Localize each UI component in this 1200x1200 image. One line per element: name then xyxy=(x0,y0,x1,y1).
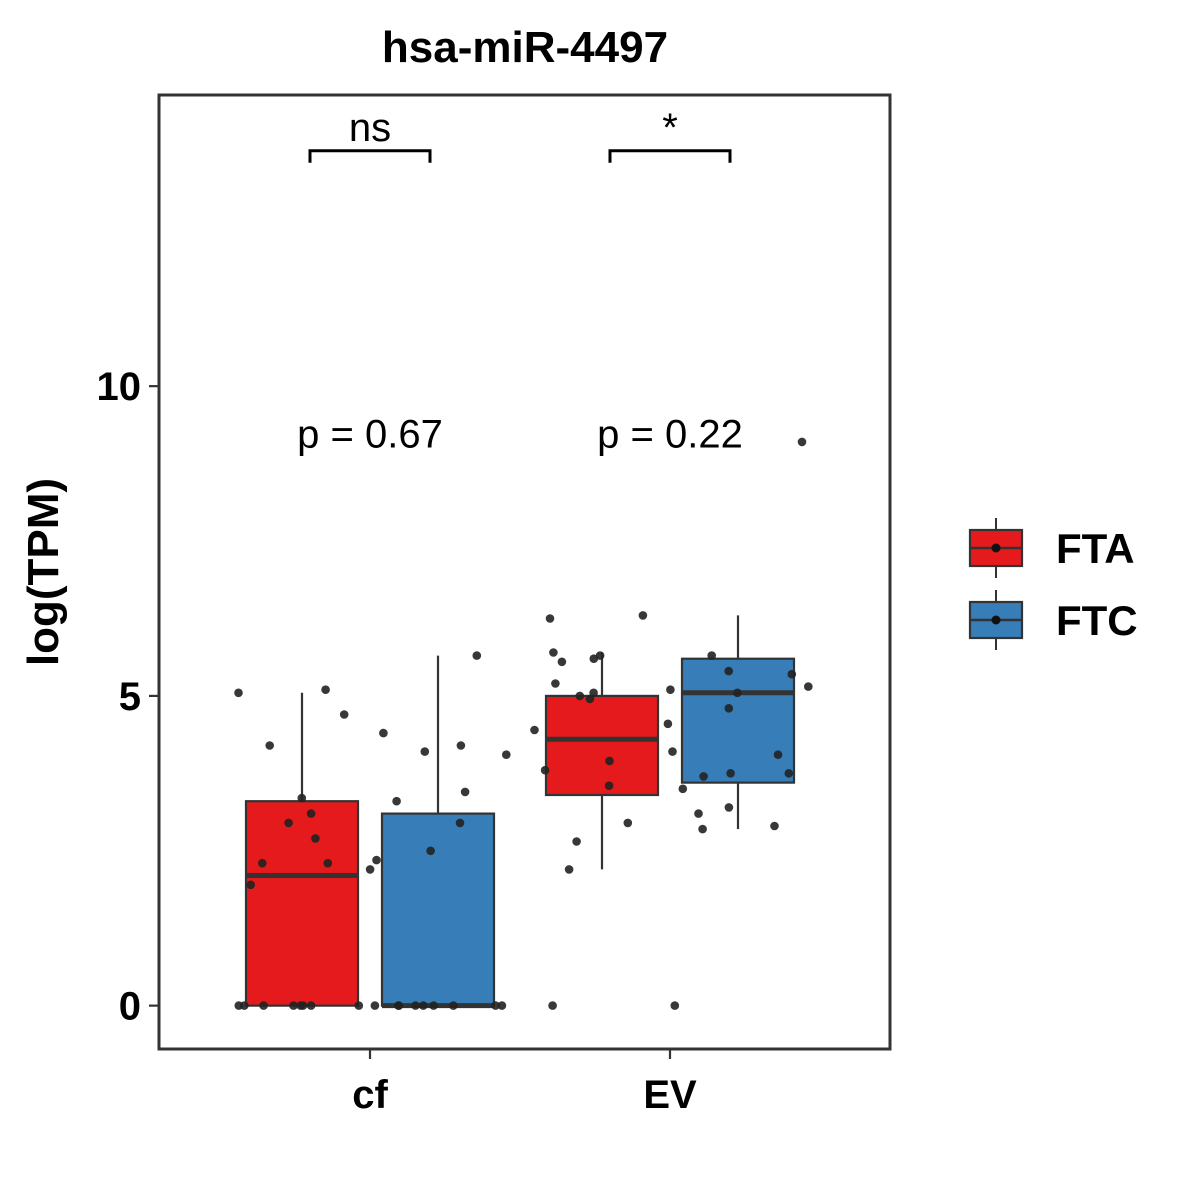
data-point xyxy=(564,865,574,874)
x-tick-label: EV xyxy=(643,1073,697,1117)
data-point xyxy=(429,1001,438,1010)
data-point xyxy=(589,688,598,698)
data-point xyxy=(392,796,401,806)
data-point xyxy=(339,710,349,719)
box-ftc-cf xyxy=(380,812,496,1007)
box-fta-ev xyxy=(544,694,660,797)
data-point xyxy=(678,784,688,794)
data-point xyxy=(575,691,585,701)
data-point xyxy=(604,781,614,790)
data-point xyxy=(420,747,430,756)
data-point xyxy=(557,657,567,667)
data-point xyxy=(638,611,648,620)
data-point xyxy=(419,1001,428,1010)
significance-bracket xyxy=(608,149,732,163)
y-tick-label: 5 xyxy=(119,675,141,719)
legend-label-ftc: FTC xyxy=(1056,597,1138,644)
data-point xyxy=(411,1001,420,1010)
data-point xyxy=(306,809,316,818)
p-value-label: p = 0.22 xyxy=(597,413,743,457)
y-tick-label: 0 xyxy=(119,985,141,1029)
data-point xyxy=(246,880,255,890)
data-point xyxy=(323,858,333,868)
box-ftc-ev xyxy=(680,657,796,784)
data-point xyxy=(297,793,307,803)
data-point xyxy=(259,1001,268,1010)
data-point xyxy=(572,837,581,846)
data-point xyxy=(321,685,330,694)
legend-label-fta: FTA xyxy=(1056,525,1135,572)
significance-label: * xyxy=(662,106,678,150)
data-point xyxy=(234,688,243,698)
data-point xyxy=(491,1001,500,1010)
data-point xyxy=(394,1001,403,1010)
data-point xyxy=(502,750,511,759)
data-point xyxy=(548,1001,557,1010)
data-point xyxy=(284,818,293,828)
data-point xyxy=(549,648,558,657)
data-point xyxy=(670,1001,680,1010)
legend: FTA FTC xyxy=(968,518,1138,650)
y-axis-title: log(TPM) xyxy=(19,478,68,666)
y-tick-label: 10 xyxy=(97,365,142,409)
data-point xyxy=(784,769,794,778)
data-point xyxy=(354,1001,364,1010)
data-point xyxy=(797,437,807,447)
data-point xyxy=(455,818,465,828)
data-point xyxy=(545,614,555,623)
data-point xyxy=(289,1001,298,1010)
data-point xyxy=(787,669,797,679)
data-point xyxy=(365,865,375,874)
data-point xyxy=(698,824,707,834)
significance-label: ns xyxy=(349,106,391,150)
data-point xyxy=(770,821,779,831)
data-point xyxy=(258,858,267,868)
data-point xyxy=(694,809,703,818)
data-point xyxy=(724,803,734,812)
data-point xyxy=(773,750,783,759)
plot-area: 0 5 10 cf EV p = 0.67 p = 0.22 ns * xyxy=(97,93,892,1117)
panel-border xyxy=(157,93,892,1051)
data-point xyxy=(724,704,734,713)
data-point xyxy=(551,679,560,688)
data-point xyxy=(472,651,482,660)
data-point xyxy=(372,855,381,865)
chart-title: hsa-miR-4497 xyxy=(382,23,668,72)
data-point xyxy=(733,688,742,698)
data-point xyxy=(311,834,320,843)
data-point xyxy=(589,654,599,663)
legend-key-point xyxy=(991,543,1001,553)
data-point xyxy=(605,756,614,766)
data-point xyxy=(804,682,813,691)
data-point xyxy=(456,741,466,750)
significance-bracket xyxy=(308,149,432,163)
data-point xyxy=(724,666,733,676)
data-point xyxy=(663,719,673,729)
x-tick-label: cf xyxy=(352,1073,388,1117)
data-point xyxy=(726,769,735,778)
data-point xyxy=(298,1001,308,1010)
data-point xyxy=(666,685,675,694)
data-point xyxy=(530,725,539,735)
data-point xyxy=(540,765,550,775)
box-fta-cf xyxy=(244,800,360,1007)
data-point xyxy=(460,787,470,797)
data-point xyxy=(370,1001,380,1010)
p-value-label: p = 0.67 xyxy=(297,413,443,457)
data-point xyxy=(707,651,716,660)
data-point xyxy=(379,728,388,738)
data-point xyxy=(699,772,708,781)
data-point xyxy=(449,1001,458,1010)
data-point xyxy=(234,1001,244,1010)
data-point xyxy=(668,747,677,756)
data-point xyxy=(623,818,633,828)
data-point xyxy=(265,741,275,750)
legend-key-point xyxy=(991,615,1001,625)
data-point xyxy=(426,846,435,856)
data-point xyxy=(497,1001,507,1010)
data-point xyxy=(306,1001,316,1010)
data-point xyxy=(585,694,595,704)
